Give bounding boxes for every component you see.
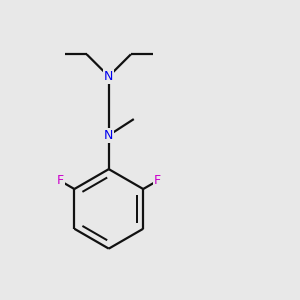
Text: F: F [57, 174, 64, 188]
Text: N: N [104, 129, 113, 142]
Text: N: N [104, 70, 113, 83]
Text: F: F [154, 174, 161, 188]
